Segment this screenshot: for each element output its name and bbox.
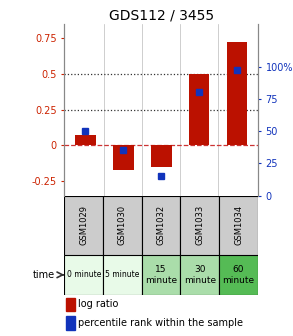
- Bar: [64, 196, 103, 255]
- Text: log ratio: log ratio: [78, 299, 118, 309]
- Bar: [226, 42, 247, 145]
- Text: 0 minute: 0 minute: [67, 270, 101, 279]
- Bar: [219, 255, 258, 295]
- Bar: [67, 317, 75, 330]
- Bar: [142, 196, 180, 255]
- Bar: [103, 255, 142, 295]
- Bar: [151, 145, 172, 167]
- Text: GSM1030: GSM1030: [118, 205, 127, 245]
- Bar: [180, 255, 219, 295]
- Bar: [103, 196, 142, 255]
- Text: GSM1029: GSM1029: [79, 205, 88, 245]
- Text: 30
minute: 30 minute: [184, 265, 216, 285]
- Text: GSM1034: GSM1034: [234, 205, 243, 245]
- Text: time: time: [33, 270, 55, 280]
- Bar: [67, 298, 75, 311]
- Bar: [113, 145, 134, 170]
- Bar: [142, 255, 180, 295]
- Text: 15
minute: 15 minute: [145, 265, 177, 285]
- Text: GSM1033: GSM1033: [195, 205, 204, 245]
- Bar: [189, 74, 209, 145]
- Bar: [219, 196, 258, 255]
- Title: GDS112 / 3455: GDS112 / 3455: [109, 8, 214, 23]
- Text: 60
minute: 60 minute: [222, 265, 255, 285]
- Text: GSM1032: GSM1032: [157, 205, 166, 245]
- Bar: [180, 196, 219, 255]
- Text: percentile rank within the sample: percentile rank within the sample: [78, 318, 243, 328]
- Text: 5 minute: 5 minute: [105, 270, 140, 279]
- Bar: [64, 255, 103, 295]
- Bar: [75, 135, 96, 145]
